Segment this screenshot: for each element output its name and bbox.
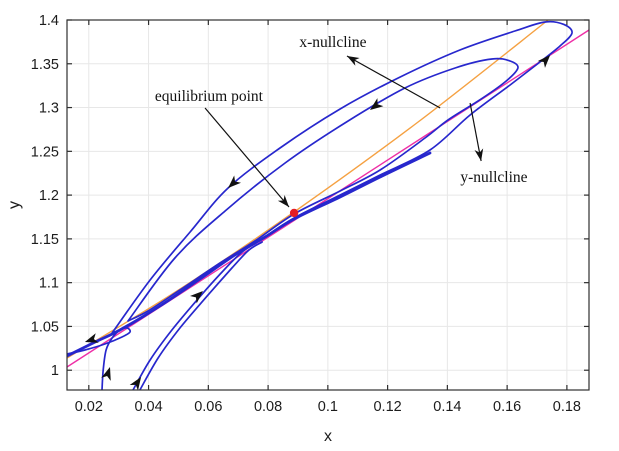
y-tick-label: 1.3 (39, 101, 59, 117)
curve-x-nullcline (67, 20, 549, 359)
curve-trajectory-slow-branch (67, 151, 432, 358)
y-tick-label: 1 (51, 363, 59, 379)
x-tick-label: 0.08 (254, 399, 282, 415)
x-tick-label: 0.14 (433, 399, 461, 415)
flow-arrowhead-1 (228, 175, 242, 188)
x-tick-label: 0.12 (373, 399, 401, 415)
y-axis-label: y (6, 201, 23, 209)
curve-y-nullcline (67, 29, 589, 368)
x-tick-label: 0.04 (134, 399, 162, 415)
annotation-arrowhead-y-nullcline (474, 148, 484, 161)
curve-trajectory-hook (67, 327, 132, 390)
annotation-arrow-line-equilibrium point (204, 107, 290, 208)
y-tick-label: 1.35 (31, 57, 59, 73)
y-tick-label: 1.1 (39, 276, 59, 292)
flow-arrowhead-7 (189, 291, 203, 304)
annotation-arrowhead-x-nullcline (347, 56, 360, 66)
flow-arrowhead-2 (370, 98, 384, 110)
y-tick-label: 1.2 (39, 188, 59, 204)
y-tick-label: 1.4 (39, 13, 59, 29)
x-axis-label: x (324, 428, 332, 445)
flow-arrowhead-4 (84, 333, 99, 343)
annotation-arrow-line-x-nullcline (346, 55, 441, 109)
annotation-label-x-nullcline: x-nullcline (299, 34, 366, 51)
y-tick-label: 1.15 (31, 232, 59, 248)
y-tick-label: 1.25 (31, 144, 59, 160)
y-tick-label: 1.05 (31, 319, 59, 335)
x-tick-label: 0.18 (553, 399, 581, 415)
flow-arrowhead-3 (537, 55, 551, 68)
x-tick-label: 0.06 (194, 399, 222, 415)
annotation-label-equilibrium point: equilibrium point (155, 88, 264, 105)
x-tick-label: 0.1 (318, 399, 338, 415)
equilibrium-point-marker (289, 208, 299, 218)
x-tick-label: 0.02 (75, 399, 103, 415)
curve-trajectory-rising-b (139, 241, 263, 390)
flow-arrowhead-5 (101, 367, 111, 381)
annotation-arrowhead-equilibrium point (277, 195, 289, 207)
annotation-label-y-nullcline: y-nullcline (460, 169, 527, 186)
annotation-arrow-line-y-nullcline (469, 102, 482, 162)
flow-arrowhead-6 (129, 377, 142, 391)
x-tick-label: 0.16 (493, 399, 521, 415)
